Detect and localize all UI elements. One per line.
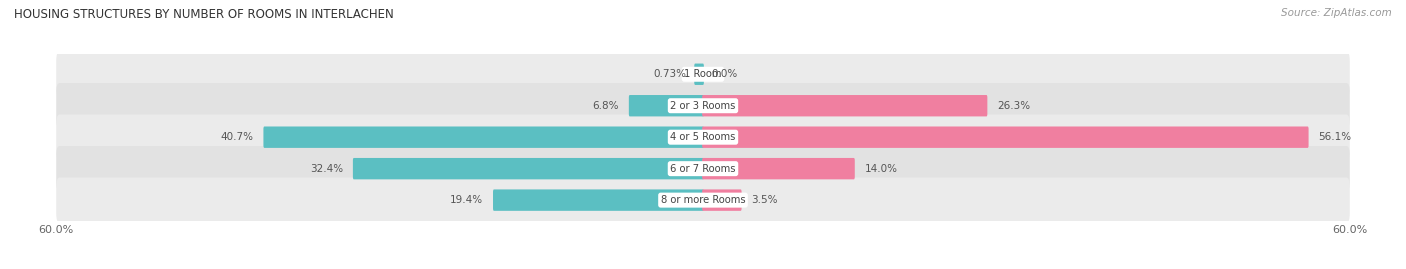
Text: 26.3%: 26.3% <box>997 101 1031 111</box>
FancyBboxPatch shape <box>702 158 855 179</box>
FancyBboxPatch shape <box>56 146 1350 191</box>
Text: HOUSING STRUCTURES BY NUMBER OF ROOMS IN INTERLACHEN: HOUSING STRUCTURES BY NUMBER OF ROOMS IN… <box>14 8 394 21</box>
FancyBboxPatch shape <box>628 95 704 116</box>
FancyBboxPatch shape <box>263 126 704 148</box>
Text: 32.4%: 32.4% <box>309 164 343 174</box>
Text: 3.5%: 3.5% <box>752 195 778 205</box>
FancyBboxPatch shape <box>702 189 741 211</box>
Text: 0.0%: 0.0% <box>711 69 738 79</box>
Text: Source: ZipAtlas.com: Source: ZipAtlas.com <box>1281 8 1392 18</box>
Text: 1 Room: 1 Room <box>685 69 721 79</box>
Text: 8 or more Rooms: 8 or more Rooms <box>661 195 745 205</box>
Text: 0.73%: 0.73% <box>654 69 686 79</box>
Text: 6.8%: 6.8% <box>592 101 619 111</box>
FancyBboxPatch shape <box>494 189 704 211</box>
Text: 14.0%: 14.0% <box>865 164 897 174</box>
Text: 56.1%: 56.1% <box>1319 132 1351 142</box>
FancyBboxPatch shape <box>56 178 1350 223</box>
Text: 6 or 7 Rooms: 6 or 7 Rooms <box>671 164 735 174</box>
Text: 4 or 5 Rooms: 4 or 5 Rooms <box>671 132 735 142</box>
Text: 2 or 3 Rooms: 2 or 3 Rooms <box>671 101 735 111</box>
FancyBboxPatch shape <box>56 83 1350 128</box>
FancyBboxPatch shape <box>695 63 704 85</box>
FancyBboxPatch shape <box>702 126 1309 148</box>
Text: 40.7%: 40.7% <box>221 132 253 142</box>
FancyBboxPatch shape <box>56 115 1350 160</box>
Text: 19.4%: 19.4% <box>450 195 484 205</box>
FancyBboxPatch shape <box>353 158 704 179</box>
FancyBboxPatch shape <box>702 95 987 116</box>
FancyBboxPatch shape <box>56 52 1350 97</box>
